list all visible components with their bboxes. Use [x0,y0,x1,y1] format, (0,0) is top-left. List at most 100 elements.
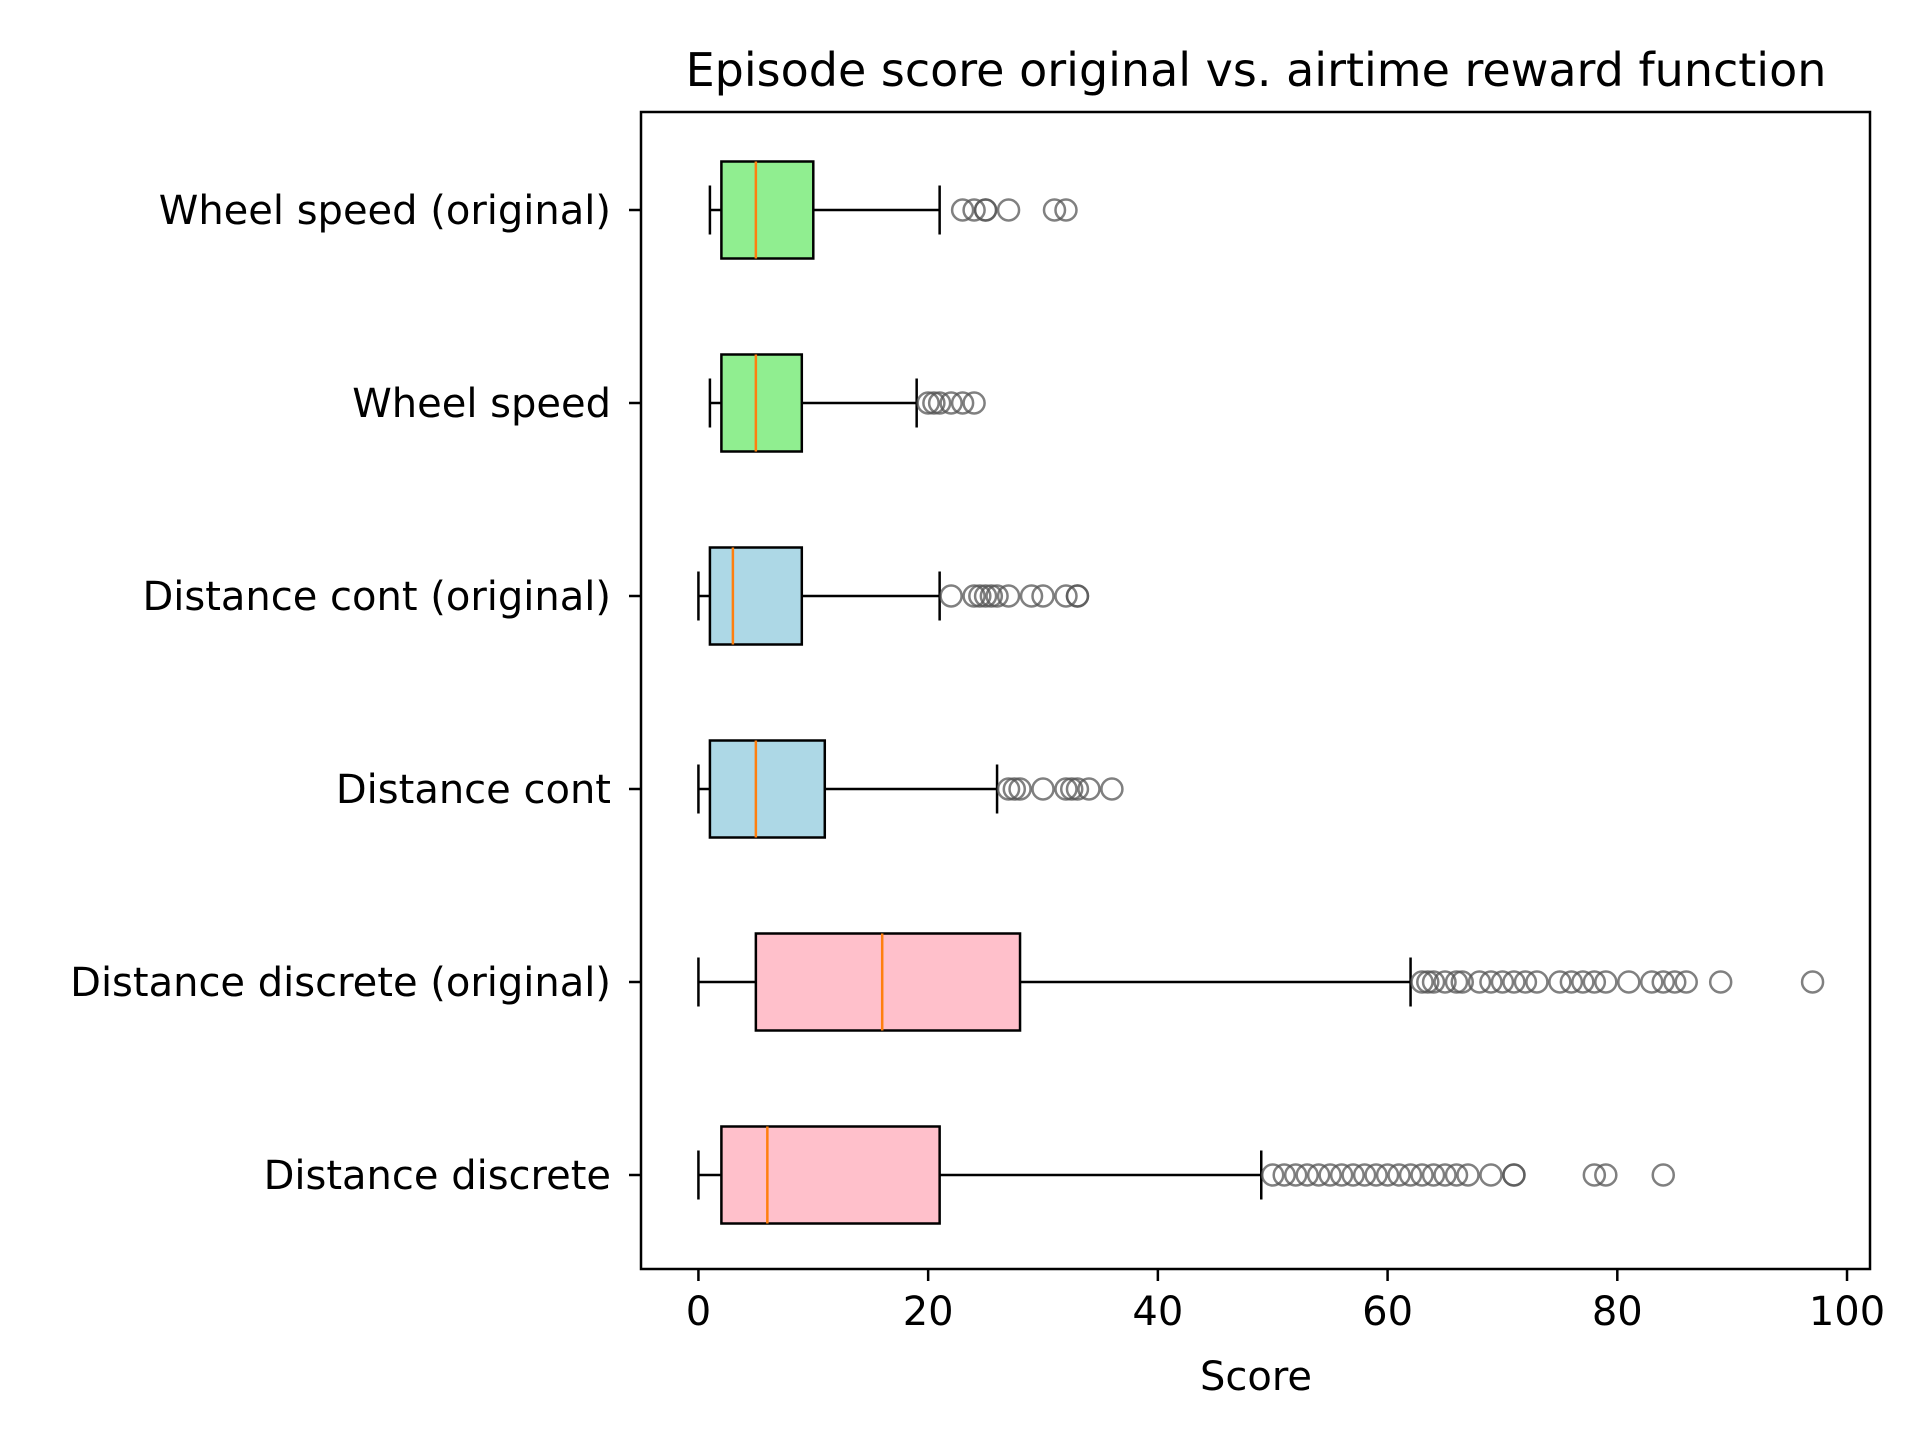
y-tick-label: Distance cont (original) [142,574,611,620]
y-tick-label: Wheel speed (original) [159,188,611,234]
outlier-point [973,584,998,608]
outlier-point [973,198,998,222]
outlier-point [1502,1163,1526,1187]
outlier-point [1456,1163,1480,1187]
outlier-point [979,584,1004,608]
outlier-point [939,391,963,415]
outlier-point [996,777,1021,801]
outlier-point [1410,970,1434,994]
outlier-point [927,391,952,415]
outlier-point [1433,970,1457,994]
outlier-point [1433,1163,1457,1187]
outlier-point [1329,1163,1354,1187]
iqr-box [754,932,1022,1032]
outlier-point [1479,970,1503,994]
outlier-point [950,198,975,222]
outlier-point [1054,777,1078,801]
outlier-point [1398,1163,1423,1187]
outlier-point [922,391,946,415]
iqr-box [720,353,804,453]
iqr-box [720,1125,941,1225]
x-axis: 0 20 40 60 80 100 [686,1269,1885,1335]
outlier-point [1571,970,1595,994]
outlier-point [1594,1163,1618,1187]
outlier-point [1054,584,1078,608]
x-tick-label: 40 [1132,1289,1183,1335]
outlier-point [1031,777,1055,801]
box-group [697,932,1825,1032]
box-group [697,546,1090,646]
outlier-point [1421,970,1446,994]
axes-frame [639,110,1872,1271]
x-tick-label: 20 [903,1289,954,1335]
outlier-point [1272,1163,1296,1187]
outlier-point [1416,970,1440,994]
outlier-point [962,584,986,608]
outlier-point [1306,1163,1331,1187]
chart-title: Episode score original vs. airtime rewar… [686,43,1827,97]
outlier-point [1502,970,1526,994]
outlier-point [1318,1163,1342,1187]
outlier-point [1341,1163,1365,1187]
outlier-point [996,584,1021,608]
outlier-point [1479,1163,1503,1187]
outlier-point [962,391,986,415]
outlier-point [1651,1163,1676,1187]
x-tick-label: 80 [1592,1289,1643,1335]
box-group [697,1125,1676,1225]
outlier-point [1387,1163,1411,1187]
y-tick-label: Distance cont [336,767,611,813]
x-tick-label: 60 [1362,1289,1413,1335]
outlier-point [1617,970,1641,994]
outlier-point [968,584,992,608]
outlier-point [996,198,1021,222]
outlier-point [950,391,975,415]
outlier-point [1019,584,1044,608]
outlier-point [1640,970,1664,994]
outlier-point [1582,1163,1607,1187]
outlier-point [1708,970,1733,994]
box-group [697,739,1124,839]
outlier-point [1410,1163,1434,1187]
outlier-point [1444,970,1469,994]
outlier-point [1100,777,1124,801]
outlier-point [1559,970,1584,994]
outlier-point [1065,777,1090,801]
outlier-point [939,584,963,608]
y-tick-label: Wheel speed [352,381,611,427]
box-group [708,353,986,453]
outlier-point [1651,970,1676,994]
x-tick-label: 100 [1809,1289,1885,1335]
outlier-point [1467,970,1492,994]
y-tick-label: Distance discrete (original) [70,960,611,1006]
outlier-point [1662,970,1687,994]
outlier-point [1490,970,1515,994]
outlier-point [1375,1163,1400,1187]
outlier-point [1421,1163,1446,1187]
y-tick-label: Distance discrete [264,1153,611,1199]
iqr-box [720,160,815,260]
outlier-point [1031,584,1055,608]
outlier-point [1364,1163,1388,1187]
outlier-point [1582,970,1607,994]
outlier-point [1008,777,1032,801]
outlier-point [1065,584,1090,608]
outlier-point [1295,1163,1319,1187]
outlier-point [1002,777,1027,801]
outlier-point [1444,1163,1469,1187]
outlier-point [962,198,986,222]
outlier-point [1260,1163,1285,1187]
box-group [708,160,1078,260]
outlier-point [1800,970,1825,994]
outlier-point [1042,198,1067,222]
y-axis: Wheel speed (original) Wheel speed Distanc… [70,188,641,1199]
outlier-point [1548,970,1572,994]
outlier-point [1059,777,1084,801]
x-tick-label: 0 [686,1289,711,1335]
outlier-point [985,584,1009,608]
outlier-point [1054,198,1078,222]
iqr-box [708,739,827,839]
outlier-point [1594,970,1618,994]
outlier-point [1513,970,1538,994]
